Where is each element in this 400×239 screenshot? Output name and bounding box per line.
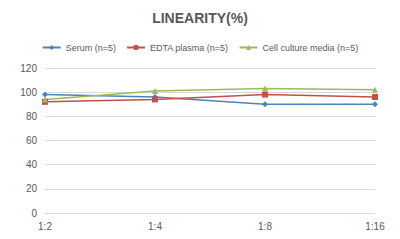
svg-text:100: 100 [20, 87, 37, 98]
svg-text:0: 0 [31, 208, 37, 219]
svg-text:1:8: 1:8 [258, 221, 272, 232]
svg-text:120: 120 [20, 63, 37, 74]
svg-text:1:16: 1:16 [365, 221, 385, 232]
svg-text:Serum (n=5): Serum (n=5) [66, 43, 116, 53]
svg-text:EDTA plasma (n=5): EDTA plasma (n=5) [150, 43, 228, 53]
svg-text:1:2: 1:2 [38, 221, 52, 232]
svg-text:40: 40 [26, 159, 38, 170]
svg-text:80: 80 [26, 111, 38, 122]
svg-text:1:4: 1:4 [148, 221, 162, 232]
svg-text:60: 60 [26, 135, 38, 146]
svg-text:20: 20 [26, 183, 38, 194]
svg-text:LINEARITY(%): LINEARITY(%) [152, 10, 248, 26]
svg-text:Cell culture media (n=5): Cell culture media (n=5) [263, 43, 359, 53]
